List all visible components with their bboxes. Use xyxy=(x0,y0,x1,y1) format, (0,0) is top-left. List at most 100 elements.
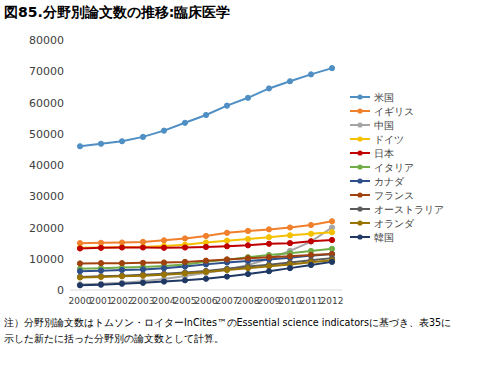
tick-label: 2008 xyxy=(237,296,260,306)
point xyxy=(203,233,208,238)
point xyxy=(77,245,82,250)
series-line xyxy=(80,228,332,285)
legend-label: イギリス xyxy=(374,106,414,117)
point xyxy=(182,245,187,250)
point xyxy=(203,276,208,281)
point xyxy=(329,66,334,71)
series-line xyxy=(80,262,332,285)
tick-label: 40000 xyxy=(29,159,64,172)
point xyxy=(98,281,103,286)
tick-label: 70000 xyxy=(29,65,64,78)
point xyxy=(308,252,313,257)
point xyxy=(224,267,229,272)
legend-marker xyxy=(357,136,362,141)
point xyxy=(245,256,250,261)
point xyxy=(182,236,187,241)
point xyxy=(119,273,124,278)
note: 注）分野別論文数はトムソン・ロイターInCites™のEssential sci… xyxy=(4,317,451,344)
series-line xyxy=(80,249,332,269)
legend-label: オーストラリア xyxy=(374,204,444,215)
point xyxy=(161,245,166,250)
point xyxy=(224,267,229,272)
point xyxy=(245,271,250,276)
legend-label: オランダ xyxy=(374,218,415,229)
point xyxy=(77,274,82,279)
tick-label: 2000 xyxy=(69,296,92,306)
point xyxy=(287,241,292,246)
point xyxy=(308,72,313,77)
legend-marker xyxy=(357,122,362,127)
point xyxy=(77,282,82,287)
plot-area xyxy=(77,66,334,288)
point xyxy=(203,269,208,274)
legend-label: 米国 xyxy=(374,92,394,103)
legend-marker xyxy=(357,164,362,169)
point xyxy=(224,238,229,243)
point xyxy=(119,267,124,272)
point xyxy=(140,245,145,250)
point xyxy=(203,112,208,117)
legend-label: 日本 xyxy=(374,148,394,159)
legend-label: イタリア xyxy=(374,162,414,173)
tick-mark xyxy=(67,133,70,134)
point xyxy=(140,239,145,244)
point xyxy=(77,283,82,288)
point xyxy=(266,269,271,274)
tick-label: 2005 xyxy=(174,296,197,306)
point xyxy=(161,266,166,271)
legend-marker xyxy=(357,108,362,113)
point xyxy=(119,274,124,279)
tick-label: 80000 xyxy=(29,34,64,47)
tick-label: 2010 xyxy=(279,296,302,306)
point xyxy=(245,255,250,260)
point xyxy=(266,86,271,91)
point xyxy=(266,235,271,240)
tick-mark xyxy=(67,165,70,166)
point xyxy=(140,273,145,278)
point xyxy=(287,233,292,238)
tick-label: 2002 xyxy=(111,296,134,306)
point xyxy=(140,267,145,272)
tick-label: 2001 xyxy=(90,296,113,306)
legend-marker xyxy=(357,206,362,211)
point xyxy=(140,272,145,277)
point xyxy=(287,79,292,84)
x-axis-line xyxy=(70,290,342,291)
point xyxy=(224,274,229,279)
point xyxy=(245,236,250,241)
point xyxy=(245,95,250,100)
point xyxy=(266,255,271,260)
series xyxy=(77,230,334,251)
point xyxy=(287,225,292,230)
point xyxy=(119,245,124,250)
tick-mark xyxy=(67,290,70,291)
point xyxy=(119,245,124,250)
point xyxy=(308,262,313,267)
series-line xyxy=(80,260,332,277)
point xyxy=(140,134,145,139)
point xyxy=(224,103,229,108)
point xyxy=(77,261,82,266)
point xyxy=(140,244,145,249)
tick-label: 2011 xyxy=(300,296,323,306)
point xyxy=(287,266,292,271)
point xyxy=(245,266,250,271)
point xyxy=(161,128,166,133)
legend-marker xyxy=(357,192,362,197)
series xyxy=(77,259,334,288)
series xyxy=(77,237,334,251)
point xyxy=(308,239,313,244)
point xyxy=(77,269,82,274)
tick-label: 20000 xyxy=(29,222,64,235)
point xyxy=(161,272,166,277)
point xyxy=(98,261,103,266)
tick-label: 2006 xyxy=(195,296,218,306)
point xyxy=(308,222,313,227)
legend-label: ドイツ xyxy=(374,134,404,145)
point xyxy=(161,279,166,284)
point xyxy=(182,271,187,276)
point xyxy=(182,270,187,275)
tick-label: 2007 xyxy=(216,296,239,306)
point xyxy=(287,254,292,259)
point xyxy=(182,259,187,264)
